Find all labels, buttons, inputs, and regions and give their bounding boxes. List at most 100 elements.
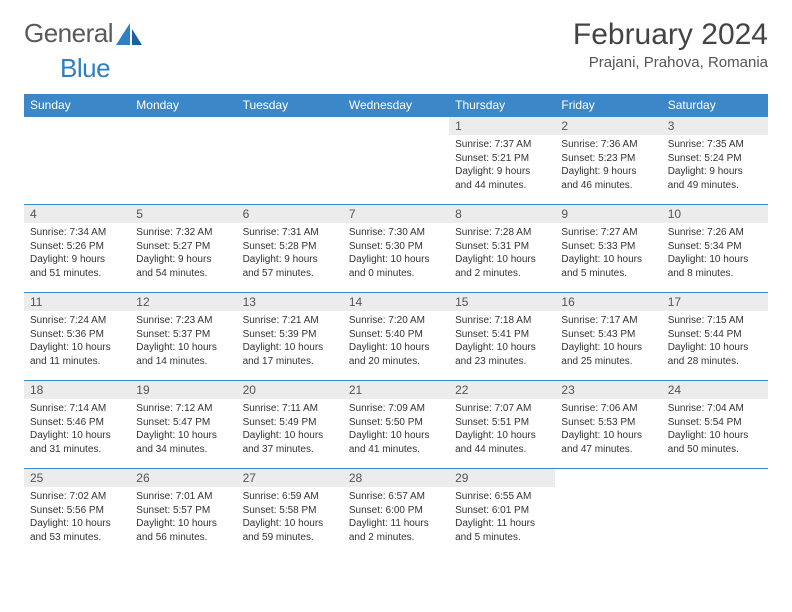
day-number: 18	[24, 381, 130, 399]
day-number: 7	[343, 205, 449, 223]
calendar-cell-empty	[130, 117, 236, 205]
day-number: 19	[130, 381, 236, 399]
logo-sail-icon	[116, 23, 142, 45]
weekday-header: Saturday	[662, 94, 768, 117]
calendar-cell: 15Sunrise: 7:18 AMSunset: 5:41 PMDayligh…	[449, 293, 555, 381]
weekday-header: Tuesday	[237, 94, 343, 117]
calendar-cell: 7Sunrise: 7:30 AMSunset: 5:30 PMDaylight…	[343, 205, 449, 293]
calendar-cell: 1Sunrise: 7:37 AMSunset: 5:21 PMDaylight…	[449, 117, 555, 205]
day-details: Sunrise: 6:59 AMSunset: 5:58 PMDaylight:…	[237, 487, 343, 550]
day-number: 1	[449, 117, 555, 135]
day-details: Sunrise: 7:21 AMSunset: 5:39 PMDaylight:…	[237, 311, 343, 374]
day-number: 22	[449, 381, 555, 399]
day-number: 27	[237, 469, 343, 487]
day-number: 14	[343, 293, 449, 311]
calendar-cell: 5Sunrise: 7:32 AMSunset: 5:27 PMDaylight…	[130, 205, 236, 293]
day-number: 21	[343, 381, 449, 399]
weekday-header: Wednesday	[343, 94, 449, 117]
calendar-cell: 20Sunrise: 7:11 AMSunset: 5:49 PMDayligh…	[237, 381, 343, 469]
calendar-cell: 19Sunrise: 7:12 AMSunset: 5:47 PMDayligh…	[130, 381, 236, 469]
day-details: Sunrise: 7:09 AMSunset: 5:50 PMDaylight:…	[343, 399, 449, 462]
calendar-cell: 25Sunrise: 7:02 AMSunset: 5:56 PMDayligh…	[24, 469, 130, 557]
title-block: February 2024 Prajani, Prahova, Romania	[573, 18, 768, 71]
day-details: Sunrise: 7:26 AMSunset: 5:34 PMDaylight:…	[662, 223, 768, 286]
weekday-header: Monday	[130, 94, 236, 117]
calendar-cell: 14Sunrise: 7:20 AMSunset: 5:40 PMDayligh…	[343, 293, 449, 381]
calendar-cell: 3Sunrise: 7:35 AMSunset: 5:24 PMDaylight…	[662, 117, 768, 205]
day-details: Sunrise: 7:31 AMSunset: 5:28 PMDaylight:…	[237, 223, 343, 286]
day-number: 17	[662, 293, 768, 311]
weekday-header: Friday	[555, 94, 661, 117]
calendar-cell: 22Sunrise: 7:07 AMSunset: 5:51 PMDayligh…	[449, 381, 555, 469]
day-details: Sunrise: 7:14 AMSunset: 5:46 PMDaylight:…	[24, 399, 130, 462]
calendar-cell: 13Sunrise: 7:21 AMSunset: 5:39 PMDayligh…	[237, 293, 343, 381]
weekday-header: Sunday	[24, 94, 130, 117]
day-number: 4	[24, 205, 130, 223]
day-details: Sunrise: 7:23 AMSunset: 5:37 PMDaylight:…	[130, 311, 236, 374]
day-details: Sunrise: 7:34 AMSunset: 5:26 PMDaylight:…	[24, 223, 130, 286]
day-details: Sunrise: 7:27 AMSunset: 5:33 PMDaylight:…	[555, 223, 661, 286]
calendar-table: SundayMondayTuesdayWednesdayThursdayFrid…	[24, 94, 768, 557]
day-number: 8	[449, 205, 555, 223]
day-details: Sunrise: 7:18 AMSunset: 5:41 PMDaylight:…	[449, 311, 555, 374]
day-number: 3	[662, 117, 768, 135]
day-number: 12	[130, 293, 236, 311]
calendar-cell: 10Sunrise: 7:26 AMSunset: 5:34 PMDayligh…	[662, 205, 768, 293]
weekday-header: Thursday	[449, 94, 555, 117]
calendar-cell: 28Sunrise: 6:57 AMSunset: 6:00 PMDayligh…	[343, 469, 449, 557]
calendar-row: 18Sunrise: 7:14 AMSunset: 5:46 PMDayligh…	[24, 381, 768, 469]
calendar-cell: 8Sunrise: 7:28 AMSunset: 5:31 PMDaylight…	[449, 205, 555, 293]
calendar-row: 4Sunrise: 7:34 AMSunset: 5:26 PMDaylight…	[24, 205, 768, 293]
calendar-cell: 4Sunrise: 7:34 AMSunset: 5:26 PMDaylight…	[24, 205, 130, 293]
day-number: 26	[130, 469, 236, 487]
day-number: 9	[555, 205, 661, 223]
day-details: Sunrise: 7:37 AMSunset: 5:21 PMDaylight:…	[449, 135, 555, 198]
calendar-body: 1Sunrise: 7:37 AMSunset: 5:21 PMDaylight…	[24, 117, 768, 557]
calendar-cell: 12Sunrise: 7:23 AMSunset: 5:37 PMDayligh…	[130, 293, 236, 381]
day-number: 15	[449, 293, 555, 311]
day-details: Sunrise: 7:20 AMSunset: 5:40 PMDaylight:…	[343, 311, 449, 374]
day-details: Sunrise: 6:57 AMSunset: 6:00 PMDaylight:…	[343, 487, 449, 550]
day-details: Sunrise: 7:28 AMSunset: 5:31 PMDaylight:…	[449, 223, 555, 286]
calendar-cell: 6Sunrise: 7:31 AMSunset: 5:28 PMDaylight…	[237, 205, 343, 293]
calendar-cell: 16Sunrise: 7:17 AMSunset: 5:43 PMDayligh…	[555, 293, 661, 381]
month-title: February 2024	[573, 18, 768, 52]
day-number: 20	[237, 381, 343, 399]
day-details: Sunrise: 7:12 AMSunset: 5:47 PMDaylight:…	[130, 399, 236, 462]
day-number: 2	[555, 117, 661, 135]
location: Prajani, Prahova, Romania	[573, 54, 768, 71]
calendar-row: 25Sunrise: 7:02 AMSunset: 5:56 PMDayligh…	[24, 469, 768, 557]
calendar-head: SundayMondayTuesdayWednesdayThursdayFrid…	[24, 94, 768, 117]
day-details: Sunrise: 7:36 AMSunset: 5:23 PMDaylight:…	[555, 135, 661, 198]
day-number: 10	[662, 205, 768, 223]
day-number: 11	[24, 293, 130, 311]
day-details: Sunrise: 7:30 AMSunset: 5:30 PMDaylight:…	[343, 223, 449, 286]
calendar-cell: 2Sunrise: 7:36 AMSunset: 5:23 PMDaylight…	[555, 117, 661, 205]
day-details: Sunrise: 7:02 AMSunset: 5:56 PMDaylight:…	[24, 487, 130, 550]
day-details: Sunrise: 7:15 AMSunset: 5:44 PMDaylight:…	[662, 311, 768, 374]
logo-text-2: Blue	[60, 53, 110, 84]
calendar-cell: 18Sunrise: 7:14 AMSunset: 5:46 PMDayligh…	[24, 381, 130, 469]
calendar-cell: 17Sunrise: 7:15 AMSunset: 5:44 PMDayligh…	[662, 293, 768, 381]
day-details: Sunrise: 7:06 AMSunset: 5:53 PMDaylight:…	[555, 399, 661, 462]
logo-text-1: General	[24, 18, 113, 49]
calendar-cell-empty	[343, 117, 449, 205]
calendar-cell-empty	[662, 469, 768, 557]
day-details: Sunrise: 7:04 AMSunset: 5:54 PMDaylight:…	[662, 399, 768, 462]
day-details: Sunrise: 6:55 AMSunset: 6:01 PMDaylight:…	[449, 487, 555, 550]
calendar-cell: 23Sunrise: 7:06 AMSunset: 5:53 PMDayligh…	[555, 381, 661, 469]
calendar-cell: 24Sunrise: 7:04 AMSunset: 5:54 PMDayligh…	[662, 381, 768, 469]
day-number: 5	[130, 205, 236, 223]
calendar-cell-empty	[555, 469, 661, 557]
day-number: 28	[343, 469, 449, 487]
calendar-cell-empty	[237, 117, 343, 205]
day-number: 29	[449, 469, 555, 487]
calendar-cell: 21Sunrise: 7:09 AMSunset: 5:50 PMDayligh…	[343, 381, 449, 469]
day-number: 24	[662, 381, 768, 399]
day-number: 13	[237, 293, 343, 311]
day-details: Sunrise: 7:35 AMSunset: 5:24 PMDaylight:…	[662, 135, 768, 198]
calendar-cell: 27Sunrise: 6:59 AMSunset: 5:58 PMDayligh…	[237, 469, 343, 557]
calendar-cell: 9Sunrise: 7:27 AMSunset: 5:33 PMDaylight…	[555, 205, 661, 293]
day-details: Sunrise: 7:01 AMSunset: 5:57 PMDaylight:…	[130, 487, 236, 550]
calendar-cell: 11Sunrise: 7:24 AMSunset: 5:36 PMDayligh…	[24, 293, 130, 381]
